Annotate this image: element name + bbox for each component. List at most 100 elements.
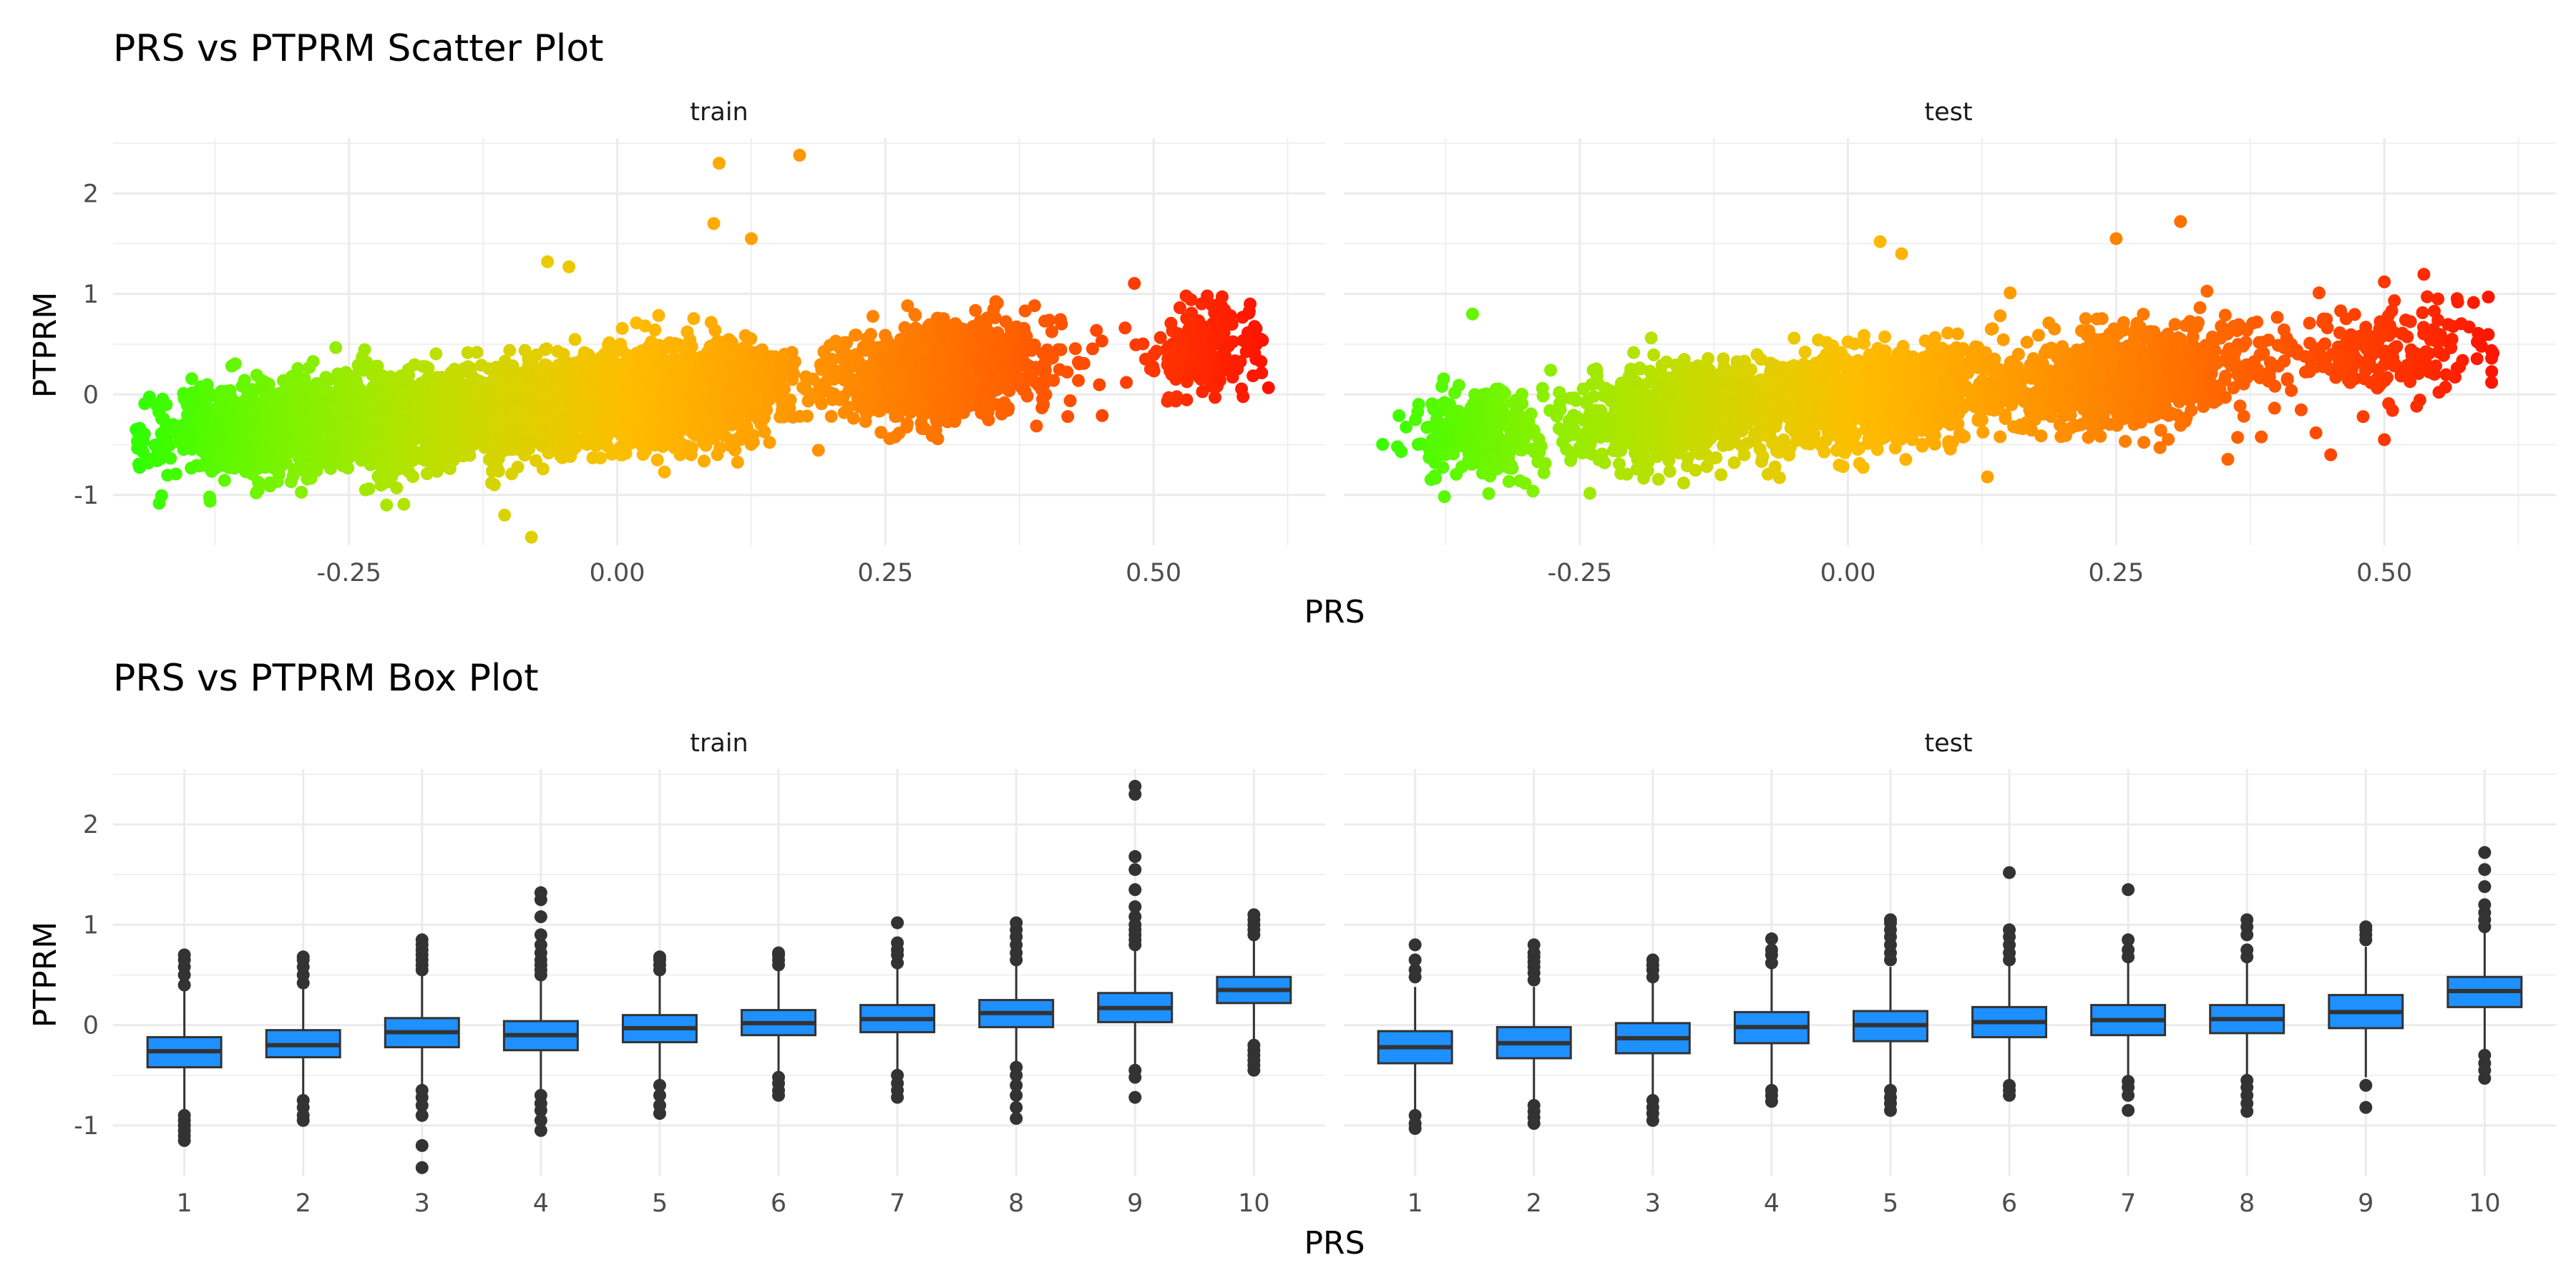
scatter-point	[235, 379, 249, 393]
scatter-point	[397, 497, 411, 511]
scatter-point	[947, 365, 961, 379]
scatter-point	[1096, 409, 1109, 422]
scatter-point	[149, 438, 162, 452]
scatter-point	[1483, 469, 1497, 483]
scatter-point	[1040, 343, 1054, 356]
scatter-point	[272, 426, 286, 439]
scatter-point	[538, 343, 552, 356]
scatter-point	[1038, 314, 1052, 328]
scatter-point	[847, 411, 860, 425]
scatter-point	[648, 370, 661, 384]
scatter-point	[195, 400, 208, 414]
scatter-point	[1437, 435, 1450, 449]
scatter-point	[1164, 316, 1178, 330]
scatter-point	[668, 437, 682, 450]
scatter-point	[745, 369, 758, 382]
scatter-point	[593, 398, 607, 411]
scatter-point	[182, 396, 195, 409]
scatter-point	[1515, 387, 1528, 401]
scatter-point	[245, 383, 259, 396]
scatter-point	[551, 345, 565, 358]
scatter-point	[1506, 462, 1519, 475]
scatter-point	[1209, 391, 1221, 404]
scatter-point	[1128, 277, 1141, 291]
scatter-point	[859, 415, 872, 428]
scatter-point	[210, 427, 223, 441]
scatter-point	[512, 379, 526, 391]
scatter-point	[648, 323, 662, 337]
scatter-point	[457, 449, 470, 463]
scatter-point	[639, 354, 653, 368]
scatter-point	[1516, 443, 1528, 457]
scatter-point	[773, 358, 786, 372]
scatter-point	[979, 331, 992, 345]
scatter-point	[604, 390, 618, 404]
scatter-point	[947, 354, 961, 367]
scatter-point	[644, 416, 658, 429]
scatter-point	[874, 426, 888, 439]
scatter-point	[684, 388, 698, 401]
scatter-point	[265, 394, 279, 407]
scatter-point	[346, 449, 359, 462]
scatter-point	[161, 469, 175, 482]
scatter-point	[201, 385, 215, 399]
scatter-point	[1039, 388, 1053, 401]
scatter-train-points	[130, 148, 1275, 544]
scatter-point	[324, 441, 338, 454]
scatter-point	[658, 465, 671, 479]
scatter-point	[1045, 325, 1058, 338]
scatter-point	[489, 369, 503, 383]
scatter-point	[329, 341, 343, 354]
scatter-point	[534, 374, 547, 387]
scatter-point	[708, 381, 721, 394]
scatter-point	[498, 508, 512, 522]
scatter-point	[300, 463, 313, 477]
scatter-point	[474, 375, 487, 389]
scatter-point	[439, 426, 452, 440]
scatter-point	[429, 381, 443, 395]
scatter-point	[1073, 357, 1086, 371]
scatter-point	[1473, 425, 1486, 439]
scatter-point	[496, 381, 509, 395]
scatter-point	[340, 400, 353, 414]
scatter-point	[1411, 438, 1425, 452]
scatter-point	[650, 453, 664, 467]
scatter-point	[698, 454, 711, 468]
scatter-point	[367, 381, 381, 394]
scatter-point	[1030, 419, 1043, 433]
scatter-point	[245, 418, 259, 431]
scatter-title: PRS vs PTPRM Scatter Plot	[113, 27, 604, 70]
scatter-point	[1235, 382, 1249, 396]
scatter-point	[1392, 409, 1406, 422]
scatter-point	[682, 360, 696, 374]
scatter-point	[1454, 427, 1468, 441]
scatter-point	[380, 498, 394, 512]
scatter-point	[1201, 289, 1214, 303]
scatter-point	[416, 360, 430, 374]
scatter-point	[584, 361, 597, 374]
scatter-point	[541, 255, 555, 268]
scatter-point	[470, 346, 484, 359]
scatter-point	[565, 409, 579, 422]
scatter-point	[1199, 348, 1213, 362]
scatter-point	[1025, 343, 1038, 357]
scatter-point	[656, 439, 670, 453]
scatter-point	[483, 380, 497, 394]
scatter-point	[371, 426, 385, 440]
scatter-point	[1198, 320, 1211, 333]
scatter-point	[510, 429, 524, 443]
scatter-point	[523, 434, 536, 448]
scatter-point	[507, 415, 520, 429]
scatter-point	[363, 441, 376, 454]
scatter-point	[577, 348, 591, 362]
scatter-point	[568, 333, 582, 346]
scatter-point	[1427, 403, 1440, 416]
scatter-point	[901, 299, 914, 313]
scatter-point	[840, 336, 854, 349]
scatter-point	[1179, 289, 1193, 303]
scatter-point	[1527, 424, 1541, 437]
scatter-point	[977, 396, 990, 410]
scatter-point	[619, 447, 633, 460]
scatter-point	[544, 401, 557, 415]
scatter-point	[461, 346, 474, 359]
